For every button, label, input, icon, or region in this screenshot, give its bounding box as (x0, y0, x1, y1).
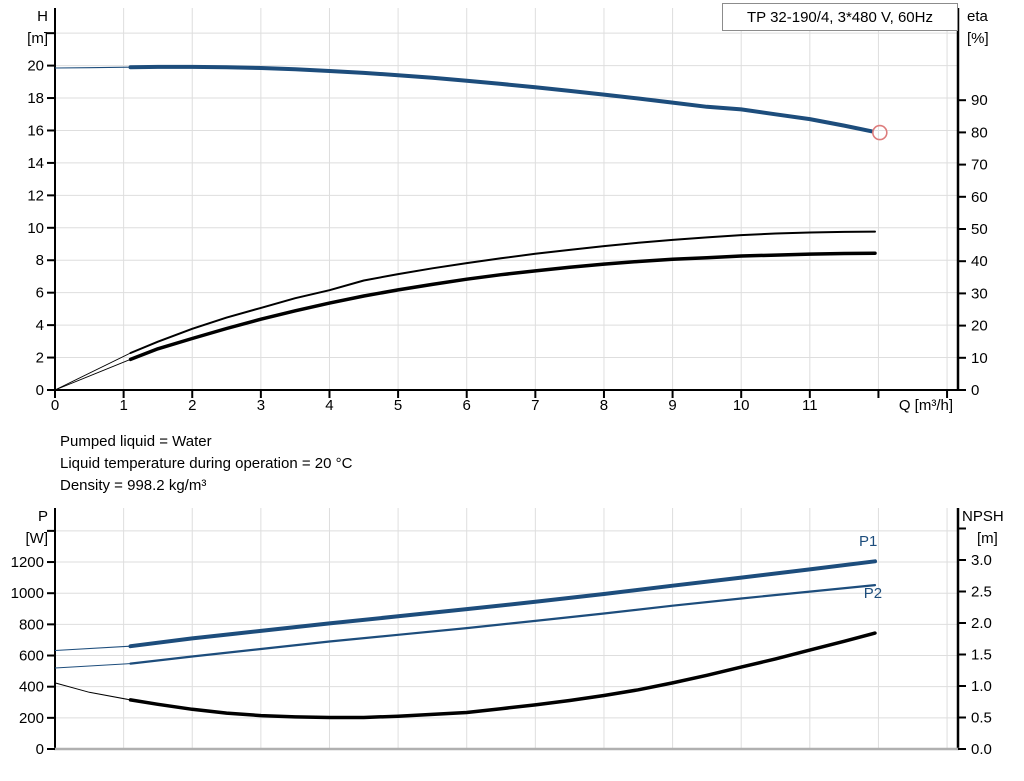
left-tick-label: 1000 (11, 585, 44, 602)
left-tick-label: 2 (36, 350, 44, 367)
x-tick-label: 3 (257, 397, 265, 414)
right-axis-title: [%] (967, 30, 989, 47)
left-tick-label: 8 (36, 252, 44, 269)
right-tick-label: 90 (971, 92, 988, 109)
eta-total-curve-lead (54, 358, 131, 391)
pump-model-title: TP 32-190/4, 3*480 V, 60Hz (747, 8, 933, 26)
left-tick-label: 18 (27, 90, 44, 107)
x-tick-label: 5 (394, 397, 402, 414)
right-tick-label: 30 (971, 285, 988, 302)
x-tick-label: 10 (733, 397, 750, 414)
duty-point-marker (872, 124, 888, 141)
left-tick-label: 16 (27, 122, 44, 139)
right-tick-label: 1.5 (971, 647, 992, 664)
left-tick-label: 200 (19, 710, 44, 727)
left-tick-label: 400 (19, 679, 44, 696)
npsh-curve-lead (54, 682, 131, 701)
left-axis-title: P (38, 508, 48, 525)
left-tick-label: 0 (36, 382, 44, 399)
head-efficiency-chart-grid (55, 8, 958, 390)
info-line-liquid-temperature: Liquid temperature during operation = 20… (60, 455, 353, 472)
x-tick-label: 1 (119, 397, 127, 414)
x-tick-label: 7 (531, 397, 539, 414)
left-tick-label: 4 (36, 317, 44, 334)
p2-curve-lead (54, 663, 131, 669)
left-tick-label: 0 (36, 741, 44, 758)
x-tick-label: 9 (668, 397, 676, 414)
x-tick-label: 11 (802, 397, 818, 414)
x-tick-label: 6 (463, 397, 471, 414)
power-npsh-chart-axes: 0 200 400 600 800 1000 1200 0.0 0.5 1.0 1.5 2.0 2.5 3… (11, 508, 1004, 758)
left-tick-label: 1200 (11, 554, 44, 571)
info-line-pumped-liquid: Pumped liquid = Water (60, 433, 212, 450)
right-tick-label: 10 (971, 350, 988, 367)
info-line-density: Density = 998.2 kg/m³ (60, 477, 207, 494)
x-tick-label: 0 (51, 397, 59, 414)
right-tick-label: 1.0 (971, 678, 992, 695)
right-tick-label: 0.0 (971, 741, 992, 758)
left-tick-label: 10 (27, 220, 44, 237)
right-tick-label: 20 (971, 318, 988, 335)
x-tick-label: 4 (325, 397, 333, 414)
right-axis-title: NPSH (962, 508, 1004, 525)
x-axis-title: Q [m³/h] (899, 397, 953, 414)
right-tick-label: 60 (971, 189, 988, 206)
left-axis-title: [m] (27, 30, 48, 47)
right-tick-label: 0.5 (971, 710, 992, 727)
x-tick-label: 8 (600, 397, 608, 414)
series-label-p1: P1 (859, 533, 877, 550)
left-axis-title: H (37, 8, 48, 25)
left-axis-title: [W] (26, 530, 49, 547)
head-curve-lead (54, 66, 131, 69)
left-tick-label: 800 (19, 616, 44, 633)
eta-total-curve (128, 251, 877, 362)
right-tick-label: 2.0 (971, 615, 992, 632)
p2-curve (129, 583, 877, 665)
liquid-info-block: Pumped liquid = Water Liquid temperature… (60, 431, 352, 497)
right-axis-title: eta (967, 8, 989, 25)
left-tick-label: 20 (27, 58, 44, 75)
left-tick-label: 6 (36, 285, 44, 302)
head-curve (128, 64, 874, 134)
eta-pump-curve (129, 230, 876, 354)
right-tick-label: 70 (971, 157, 988, 174)
power-npsh-chart-grid (55, 508, 958, 749)
pump-model-title-box: TP 32-190/4, 3*480 V, 60Hz (722, 3, 958, 31)
left-tick-label: 12 (27, 187, 44, 204)
p1-curve (128, 559, 877, 649)
right-tick-label: 3.0 (971, 552, 992, 569)
eta-pump-curve-lead (54, 352, 131, 391)
right-tick-label: 50 (971, 221, 988, 238)
series-label-p2: P2 (864, 585, 882, 602)
x-tick-label: 2 (188, 397, 196, 414)
npsh-curve (128, 631, 877, 720)
right-axis-title: [m] (977, 530, 998, 547)
right-tick-label: 80 (971, 124, 988, 141)
right-tick-label: 0 (971, 382, 979, 399)
left-tick-label: 14 (27, 155, 44, 172)
right-tick-label: 40 (971, 253, 988, 270)
right-tick-label: 2.5 (971, 584, 992, 601)
left-tick-label: 600 (19, 648, 44, 665)
p1-curve-lead (54, 645, 131, 652)
power-npsh-chart: 0 200 400 600 800 1000 1200 0.0 0.5 1.0 1.5 2.0 2.5 3… (11, 508, 1004, 758)
